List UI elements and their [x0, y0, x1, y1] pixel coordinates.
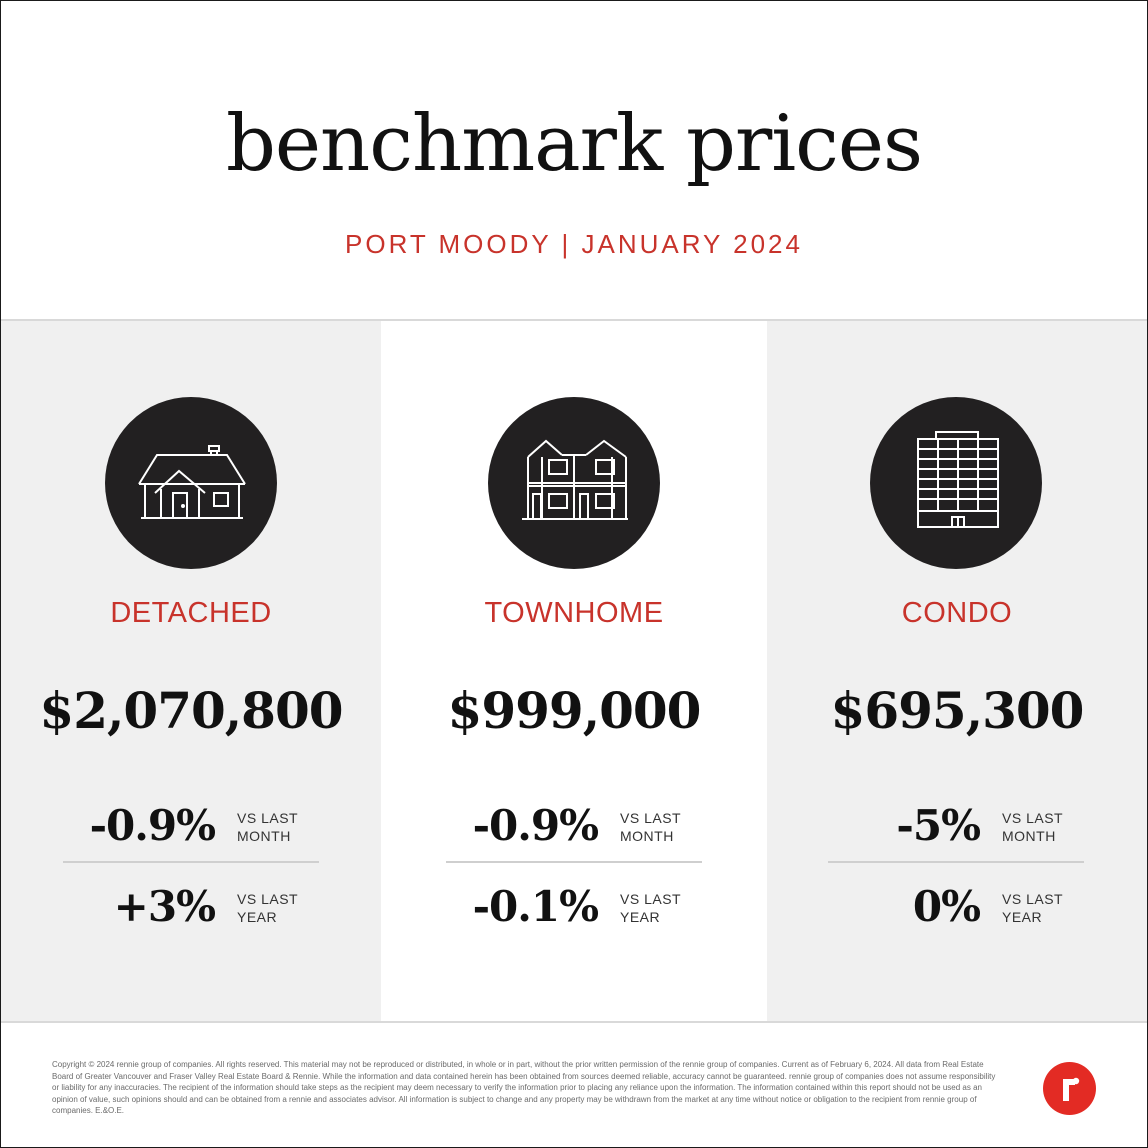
page-subtitle: PORT MOODY | JANUARY 2024	[345, 229, 803, 259]
benchmark-price: $999,000	[447, 681, 702, 740]
condo-building-icon	[870, 397, 1042, 569]
label-line-2: MONTH	[1002, 828, 1056, 844]
price-panels: DETACHED $2,070,800 -0.9% VS LAST MONTH …	[1, 319, 1147, 1023]
year-change-label: VS LAST YEAR	[1002, 890, 1082, 926]
label-line-2: YEAR	[620, 909, 661, 925]
label-line-2: YEAR	[1002, 909, 1043, 925]
header: benchmark prices PORT MOODY | JANUARY 20…	[1, 1, 1147, 319]
label-line-1: VS LAST	[620, 810, 682, 826]
year-change-label: VS LAST YEAR	[620, 890, 700, 926]
year-change-value: -0.1%	[472, 882, 599, 931]
property-type-label: TOWNHOME	[484, 597, 664, 629]
year-change: 0% VS LAST YEAR	[828, 882, 1084, 942]
benchmark-price: $695,300	[830, 681, 1085, 740]
divider	[828, 861, 1084, 863]
year-change-value: 0%	[912, 882, 981, 931]
year-change-label: VS LAST YEAR	[237, 890, 317, 926]
year-change: -0.1% VS LAST YEAR	[446, 882, 702, 942]
benchmark-price: $2,070,800	[39, 681, 343, 740]
month-change-label: VS LAST MONTH	[620, 809, 700, 845]
month-change-label: VS LAST MONTH	[237, 809, 317, 845]
year-change: +3% VS LAST YEAR	[63, 882, 319, 942]
month-change: -0.9% VS LAST MONTH	[446, 801, 702, 861]
divider	[446, 861, 702, 863]
month-change-label: VS LAST MONTH	[1002, 809, 1082, 845]
month-change: -5% VS LAST MONTH	[828, 801, 1084, 861]
house-icon	[105, 397, 277, 569]
page-title: benchmark prices	[225, 99, 923, 189]
condo-column: CONDO $695,300 -5% VS LAST MONTH 0% VS L…	[767, 321, 1147, 1021]
divider	[63, 861, 319, 863]
townhome-column: TOWNHOME $999,000 -0.9% VS LAST MONTH -0…	[381, 321, 767, 1021]
year-change-value: +3%	[113, 882, 216, 931]
month-change: -0.9% VS LAST MONTH	[63, 801, 319, 861]
property-type-label: DETACHED	[110, 597, 272, 629]
label-line-1: VS LAST	[1002, 810, 1064, 826]
label-line-1: VS LAST	[1002, 891, 1064, 907]
month-change-value: -0.9%	[472, 801, 599, 850]
label-line-1: VS LAST	[237, 810, 299, 826]
townhome-icon	[488, 397, 660, 569]
label-line-1: VS LAST	[237, 891, 299, 907]
label-line-2: YEAR	[237, 909, 278, 925]
month-change-value: -0.9%	[89, 801, 216, 850]
label-line-2: MONTH	[237, 828, 291, 844]
rennie-logo-icon	[1043, 1062, 1096, 1115]
property-type-label: CONDO	[901, 597, 1013, 629]
label-line-1: VS LAST	[620, 891, 682, 907]
detached-column: DETACHED $2,070,800 -0.9% VS LAST MONTH …	[1, 321, 381, 1021]
label-line-2: MONTH	[620, 828, 674, 844]
copyright-disclaimer: Copyright © 2024 rennie group of compani…	[52, 1060, 996, 1115]
month-change-value: -5%	[896, 801, 981, 850]
